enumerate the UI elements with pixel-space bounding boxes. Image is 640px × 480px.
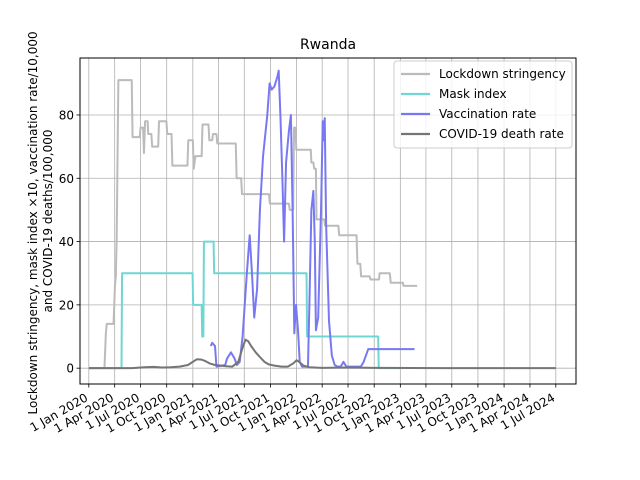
series-line-lockdown-stringency [88, 79, 418, 370]
series-line-mask-index [88, 240, 401, 370]
chart-title: Rwanda [300, 37, 356, 53]
y-axis-label-line-2: and COVID-19 deaths/100,000 [41, 130, 55, 313]
series-line-vaccination-rate [209, 69, 415, 368]
legend-label-lockdown: Lockdown stringency [439, 67, 566, 81]
y-axis-label: Lockdown stringency, mask index ×10, vac… [26, 28, 55, 415]
legend: Lockdown stringency Mask index Vaccinati… [393, 60, 573, 149]
y-tick-label-20: 20 [59, 298, 74, 312]
legend-label-vaccination: Vaccination rate [439, 107, 536, 121]
y-axis-label-line-1: Lockdown stringency, mask index ×10, vac… [26, 31, 40, 414]
y-tick-label-0: 0 [66, 362, 74, 376]
legend-label-mask: Mask index [439, 87, 507, 101]
y-tick-label-60: 60 [59, 172, 74, 186]
axes-frame [79, 57, 577, 385]
y-tick-label-40: 40 [59, 235, 74, 249]
plot-series [88, 69, 556, 370]
y-axis: 0 20 40 60 80 [59, 108, 80, 376]
legend-label-death-rate: COVID-19 death rate [439, 127, 564, 141]
y-tick-label-80: 80 [59, 108, 74, 122]
grid [80, 58, 576, 384]
series-line-covid-19-death-rate [88, 338, 556, 370]
legend-box [393, 60, 573, 149]
